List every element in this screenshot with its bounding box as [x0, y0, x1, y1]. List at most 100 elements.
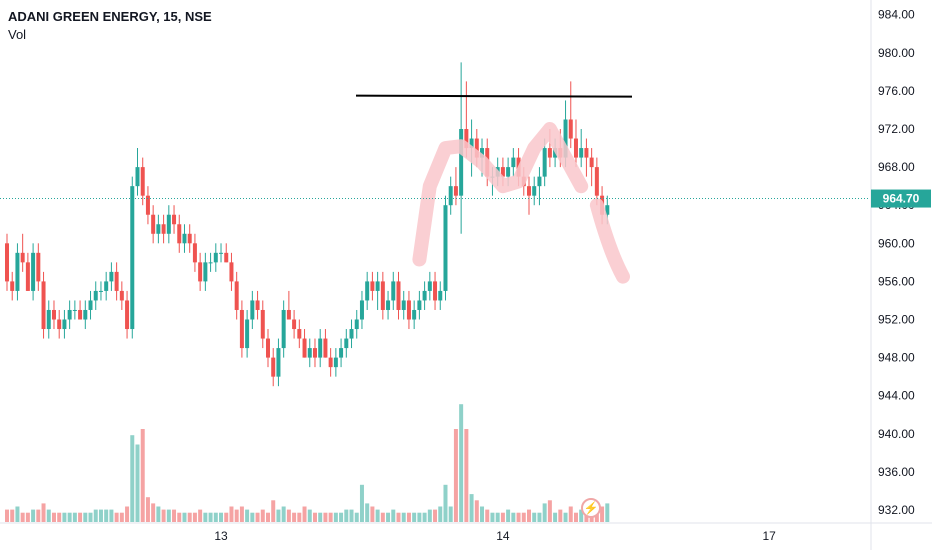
candle-body — [328, 357, 333, 368]
candle-body — [318, 338, 323, 358]
volume-bar — [500, 512, 505, 522]
candle — [104, 271, 109, 301]
arc-pattern-drawing[interactable] — [412, 122, 589, 267]
candle — [318, 329, 323, 368]
volume-bar — [292, 512, 297, 522]
candle-body — [297, 329, 302, 339]
candle — [182, 224, 187, 253]
candle — [422, 281, 427, 310]
volume-bar — [568, 506, 573, 522]
candle — [229, 252, 234, 291]
symbol-title[interactable]: ADANI GREEN ENERGY, 15, NSE — [8, 9, 212, 24]
candle-body — [537, 176, 542, 187]
volume-bar — [485, 509, 490, 522]
candle-body — [266, 338, 270, 358]
candle-body — [339, 348, 344, 358]
candle-body — [480, 148, 485, 158]
candle-body — [542, 148, 547, 177]
candle-body — [219, 252, 224, 254]
volume-bar — [57, 512, 62, 522]
candle — [448, 176, 453, 215]
volume-bar — [448, 506, 453, 522]
candle — [219, 243, 224, 263]
candle-body — [72, 309, 77, 311]
volume-bar — [459, 404, 464, 522]
volume-bar — [506, 509, 511, 522]
candle — [151, 205, 156, 244]
candlesticks — [5, 62, 610, 387]
volume-bar — [469, 494, 474, 522]
candle — [333, 348, 338, 377]
candle — [203, 252, 208, 291]
candle — [109, 262, 114, 291]
volume-bar — [177, 512, 182, 522]
candle — [260, 300, 265, 349]
volume-bar — [532, 512, 537, 522]
candle — [386, 290, 391, 320]
candle-body — [370, 281, 375, 291]
price-tick-label: 976.00 — [878, 84, 915, 98]
volume-bar — [229, 506, 234, 522]
volume-bar — [213, 512, 218, 522]
volume-bar — [584, 512, 589, 522]
candle-body — [67, 309, 72, 320]
candle — [177, 214, 182, 253]
candle-body — [41, 281, 46, 330]
volume-bar — [187, 512, 192, 522]
candle-body — [433, 281, 438, 301]
volume-bar — [130, 435, 135, 522]
candle — [67, 300, 72, 330]
drawing-annotations[interactable] — [355, 94, 633, 284]
candle — [354, 309, 359, 339]
volume-bar — [25, 512, 30, 522]
candle-body — [464, 129, 469, 149]
volume-indicator-label[interactable]: Vol — [8, 27, 27, 42]
volume-bar — [245, 509, 250, 522]
candle-body — [307, 348, 312, 358]
volume-bar — [281, 506, 286, 522]
candle-body — [443, 205, 448, 291]
volume-bar — [20, 512, 25, 522]
volume-bar — [266, 512, 270, 522]
candle-body — [349, 329, 354, 339]
candle — [5, 233, 9, 291]
candle-body — [15, 252, 20, 291]
candle — [328, 348, 333, 377]
volume-bar — [474, 500, 479, 522]
volume-bar — [172, 509, 177, 522]
candle-body — [36, 252, 41, 282]
resistance-line[interactable] — [355, 94, 633, 98]
candle-body — [114, 271, 119, 291]
lightning-icon[interactable]: ⚡ — [581, 498, 601, 518]
candle-body — [386, 300, 391, 310]
volume-bar — [464, 429, 469, 522]
volume-bar — [5, 509, 9, 522]
candle-body — [375, 281, 380, 291]
projected-decline-drawing[interactable] — [589, 198, 630, 284]
volume-bar — [307, 509, 312, 522]
candle-body — [427, 281, 432, 291]
candle-body — [20, 252, 25, 263]
candle-body — [161, 224, 166, 234]
volume-bar — [62, 512, 67, 522]
candle — [51, 300, 56, 330]
candle-body — [401, 300, 406, 310]
volume-bar — [433, 509, 438, 522]
candle-body — [239, 309, 244, 349]
candle-body — [594, 167, 599, 196]
candle — [271, 348, 276, 387]
candle-body — [229, 262, 234, 282]
candle-body — [579, 148, 584, 158]
candle-body — [396, 281, 401, 310]
volume-bar — [297, 512, 302, 522]
candle — [427, 271, 432, 301]
candle-body — [448, 186, 453, 206]
candle — [532, 176, 537, 206]
candle — [406, 290, 411, 330]
volume-bar — [114, 512, 119, 522]
volume-bar — [46, 509, 51, 522]
volume-bar — [480, 506, 485, 522]
candle-body — [573, 138, 578, 158]
candle — [130, 176, 135, 339]
